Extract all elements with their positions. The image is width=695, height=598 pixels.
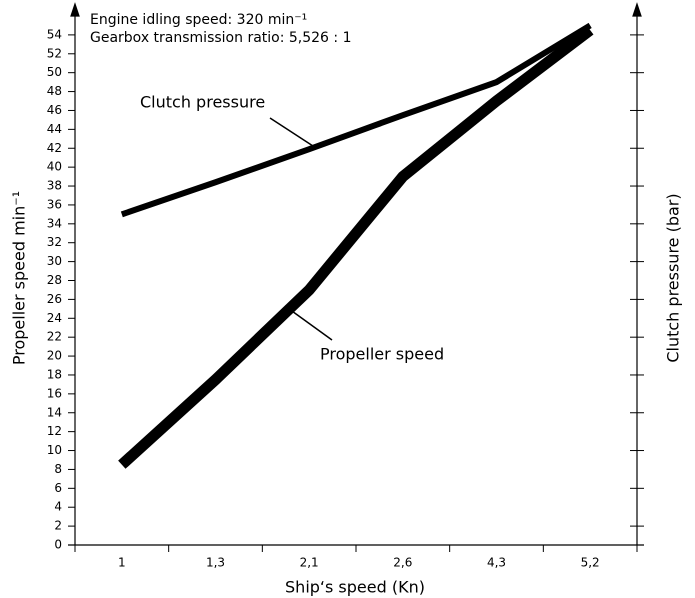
y-tick-label: 34 bbox=[47, 216, 62, 230]
y-tick-label: 4 bbox=[54, 500, 62, 514]
y2-axis-label: Clutch pressure (bar) bbox=[664, 193, 683, 362]
x-tick-label: 1,3 bbox=[206, 556, 225, 570]
y-tick-label: 32 bbox=[47, 235, 62, 249]
y-tick-label: 12 bbox=[47, 424, 62, 438]
series-line bbox=[120, 22, 592, 218]
y-axis-label: Propeller speed min⁻¹ bbox=[10, 191, 29, 365]
y-tick-label: 0 bbox=[54, 538, 62, 552]
arrow bbox=[632, 2, 642, 17]
y-tick-label: 54 bbox=[47, 27, 62, 41]
y-tick-label: 2 bbox=[54, 519, 62, 533]
y-tick-label: 18 bbox=[47, 367, 62, 381]
y-tick-label: 6 bbox=[54, 481, 62, 495]
x-tick-label: 4,3 bbox=[487, 556, 506, 570]
y-tick-label: 48 bbox=[47, 84, 62, 98]
x-axis-label: Ship‘s speed (Kn) bbox=[285, 578, 425, 597]
leader-line bbox=[269, 117, 314, 147]
y-tick-label: 52 bbox=[47, 46, 62, 60]
y-tick-label: 50 bbox=[47, 65, 62, 79]
y-tick-label: 30 bbox=[47, 254, 62, 268]
annotation: Engine idling speed: 320 min⁻¹ bbox=[90, 12, 307, 28]
y-tick-label: 20 bbox=[47, 349, 62, 363]
y-tick-label: 22 bbox=[47, 330, 62, 344]
y-tick-label: 36 bbox=[47, 197, 62, 211]
y-tick-label: 38 bbox=[47, 179, 62, 193]
y-tick-label: 42 bbox=[47, 141, 62, 155]
y-tick-label: 14 bbox=[47, 405, 62, 419]
y-tick-label: 40 bbox=[47, 160, 62, 174]
x-tick-label: 1 bbox=[118, 556, 126, 570]
y-tick-label: 24 bbox=[47, 311, 62, 325]
y-tick-label: 44 bbox=[47, 122, 62, 136]
y-tick-label: 26 bbox=[47, 292, 62, 306]
series-line bbox=[118, 25, 594, 469]
series-label: Propeller speed bbox=[320, 345, 444, 364]
series-label: Clutch pressure bbox=[140, 93, 265, 112]
annotation: Gearbox transmission ratio: 5,526 : 1 bbox=[90, 30, 352, 46]
x-tick-label: 2,6 bbox=[393, 556, 412, 570]
y-tick-label: 16 bbox=[47, 386, 62, 400]
y-tick-label: 10 bbox=[47, 443, 62, 457]
axes bbox=[68, 2, 644, 546]
y-tick-label: 8 bbox=[54, 462, 62, 476]
y-tick-label: 28 bbox=[47, 273, 62, 287]
y-tick-label: 46 bbox=[47, 103, 62, 117]
x-tick-label: 2,1 bbox=[300, 556, 319, 570]
arrow bbox=[70, 2, 80, 17]
x-tick-label: 5,2 bbox=[581, 556, 600, 570]
